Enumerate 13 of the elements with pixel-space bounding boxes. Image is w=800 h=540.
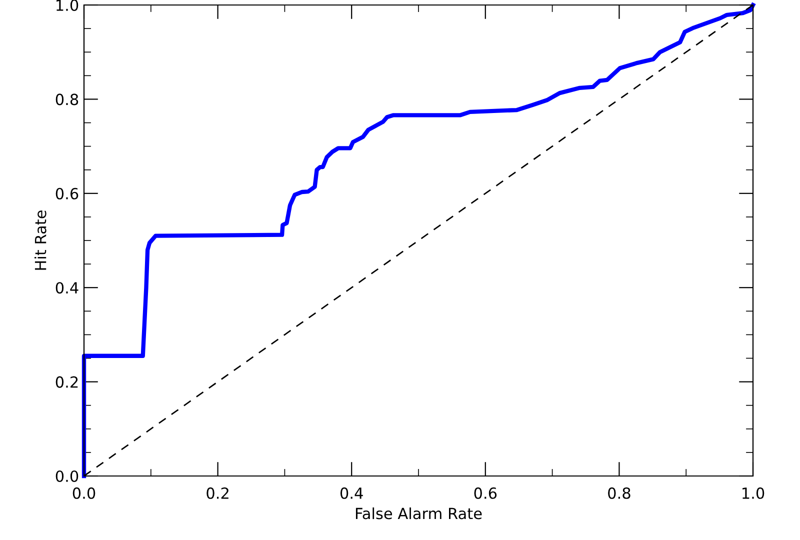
- x-axis-title: False Alarm Rate: [356, 507, 482, 520]
- y-tick-label: 0.0: [56, 470, 78, 482]
- y-tick-label: 0.6: [56, 188, 78, 200]
- x-tick-label: 0.2: [206, 487, 228, 499]
- y-tick-label: 0.4: [56, 282, 78, 294]
- y-tick-label: 0.8: [56, 94, 78, 106]
- y-axis-title: Hit Rate: [34, 210, 46, 270]
- x-tick-label: 0.4: [340, 487, 363, 499]
- x-tick-label: 0.0: [72, 487, 96, 499]
- x-tick-label: 0.6: [474, 487, 497, 499]
- y-tick-label: 0.2: [56, 376, 78, 388]
- x-tick-label: 1.0: [742, 487, 764, 499]
- x-tick-label: 0.8: [608, 487, 630, 499]
